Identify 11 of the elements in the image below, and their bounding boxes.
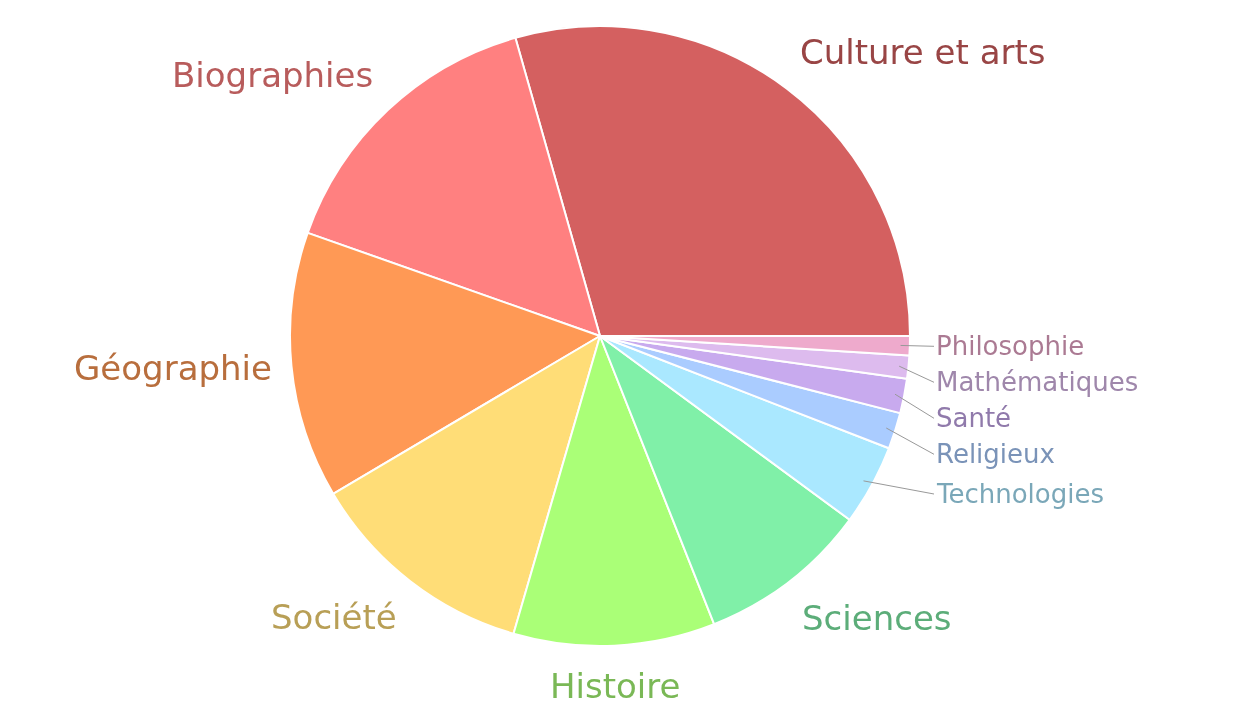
slice-label: Religieux [936, 439, 1055, 469]
slice-label: Mathématiques [936, 367, 1139, 397]
slice-label: Culture et arts [800, 32, 1046, 72]
slice-label: Biographies [172, 55, 374, 95]
slice-label: Philosophie [936, 331, 1085, 361]
slice-label: Géographie [74, 348, 272, 388]
slice-label: Santé [936, 403, 1012, 433]
slice-label: Histoire [550, 666, 681, 706]
slice-label: Société [271, 597, 397, 637]
slice-label: Sciences [802, 598, 952, 638]
slice-label: Technologies [936, 479, 1105, 509]
